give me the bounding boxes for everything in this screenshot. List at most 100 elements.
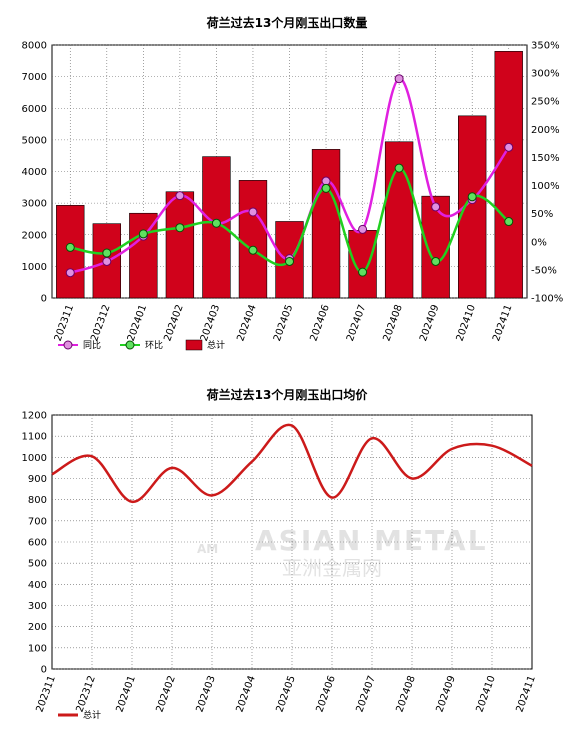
y-tick-right: -100% (531, 294, 563, 305)
x-tick-label: 202402 (162, 303, 185, 343)
point-yoy (358, 224, 368, 234)
x-tick-label: 202408 (382, 303, 405, 343)
y-tick-left: 6000 (22, 104, 47, 115)
point-mom (65, 242, 75, 252)
y-tick-right: 50% (531, 209, 553, 220)
legend-total-label: 总计 (207, 339, 225, 351)
legend-mom-marker (125, 340, 135, 350)
x-tick-label: 202405 (272, 303, 295, 343)
point-yoy (394, 74, 404, 84)
point-yoy (431, 202, 441, 212)
x-tick-label: 202409 (418, 303, 441, 343)
watermark: ASIAN METAL 亚洲金属网 AM (197, 524, 488, 580)
x-tick-label: 202401 (114, 674, 137, 714)
x-tick-label: 202407 (345, 303, 368, 343)
y-tick-right: 300% (531, 69, 560, 80)
chart1-title: 荷兰过去13个月刚玉出口数量 (206, 15, 368, 30)
point-yoy (248, 207, 258, 217)
x-tick-label: 202410 (474, 674, 497, 714)
y-tick: 0 (41, 665, 47, 676)
point-mom (467, 192, 477, 202)
bar-total (494, 51, 523, 299)
point-mom (504, 217, 514, 227)
point-yoy (65, 268, 75, 278)
y-tick: 200 (28, 622, 47, 633)
y-tick-left: 8000 (22, 41, 47, 52)
y-tick-left: 0 (41, 294, 47, 305)
point-yoy (102, 256, 112, 266)
x-tick-label: 202403 (194, 674, 217, 714)
y-tick: 900 (28, 474, 47, 485)
y-tick: 1100 (22, 432, 47, 443)
y-tick-right: 150% (531, 153, 560, 164)
legend-total-swatch (185, 339, 203, 351)
y-tick: 300 (28, 601, 47, 612)
bar-total (129, 212, 158, 299)
price-chart: 荷兰过去13个月刚玉出口均价 ASIAN METAL 亚洲金属网 AM 0 100… (22, 387, 538, 721)
y-tick-right: 250% (531, 97, 560, 108)
bar-total (238, 180, 268, 299)
point-mom (358, 267, 368, 277)
x-tick-label: 202312 (89, 303, 112, 343)
y-tick: 500 (28, 559, 47, 570)
y-tick: 400 (28, 580, 47, 591)
y-tick: 800 (28, 495, 47, 506)
y-tick-left: 7000 (22, 72, 47, 83)
point-mom (431, 256, 441, 266)
y-tick-right: 100% (531, 181, 560, 192)
chart2-title: 荷兰过去13个月刚玉出口均价 (206, 387, 369, 402)
x-tick-label: 202409 (434, 674, 457, 714)
point-mom (138, 229, 148, 239)
x-tick-label: 202407 (354, 674, 377, 714)
y-tick-left: 2000 (22, 230, 47, 241)
point-yoy (504, 142, 514, 152)
x-tick-label: 202411 (514, 674, 537, 714)
point-mom (321, 183, 331, 193)
y-tick: 600 (28, 538, 47, 549)
x-tick-label: 202408 (394, 674, 417, 714)
legend-mom-label: 环比 (145, 339, 163, 351)
y-tick-right: 350% (531, 41, 560, 52)
point-mom (285, 256, 294, 266)
x-tick-label: 202411 (491, 303, 514, 343)
x-tick-label: 202404 (234, 674, 257, 714)
y-tick: 1000 (22, 453, 47, 464)
watermark-badge: AM (197, 542, 218, 556)
x-tick-label: 202403 (199, 303, 222, 343)
y-tick: 100 (28, 643, 47, 654)
quantity-chart: 荷兰过去13个月刚玉出口数量 ASIAN METAL 亚洲金属网 0100020… (22, 15, 564, 351)
bar-total (421, 195, 450, 299)
y-tick-left: 1000 (22, 262, 47, 273)
legend-price-label: 总计 (83, 709, 101, 721)
y-tick-left: 4000 (22, 167, 47, 178)
point-mom (102, 248, 112, 258)
x-tick-label: 202311 (53, 303, 76, 343)
point-mom (175, 223, 185, 233)
y-tick-left: 5000 (22, 135, 47, 146)
y-tick-right: 200% (531, 125, 560, 136)
x-tick-label: 202312 (74, 674, 97, 714)
y-tick-left: 3000 (22, 199, 47, 210)
point-yoy (321, 176, 331, 186)
point-yoy (175, 191, 185, 201)
x-tick-label: 202405 (274, 674, 297, 714)
x-tick-label: 202404 (235, 303, 258, 343)
x-tick-label: 202406 (314, 674, 337, 714)
bar-total (348, 230, 377, 299)
point-mom (211, 218, 221, 228)
x-tick-label: 202402 (154, 674, 177, 714)
legend-yoy-marker (63, 340, 73, 350)
x-tick-label: 202401 (126, 303, 149, 343)
watermark-en: ASIAN METAL (255, 524, 488, 557)
point-mom (248, 245, 258, 255)
y-tick: 1200 (22, 411, 47, 422)
y-tick-right: -50% (531, 265, 557, 276)
y-tick-right: 0% (531, 237, 547, 248)
series-line-price (51, 423, 533, 504)
x-tick-label: 202311 (34, 674, 57, 714)
bar-total (311, 149, 341, 299)
bar-total (165, 191, 195, 299)
x-tick-label: 202406 (308, 303, 331, 343)
point-mom (394, 163, 404, 173)
legend-yoy-label: 同比 (83, 339, 101, 351)
